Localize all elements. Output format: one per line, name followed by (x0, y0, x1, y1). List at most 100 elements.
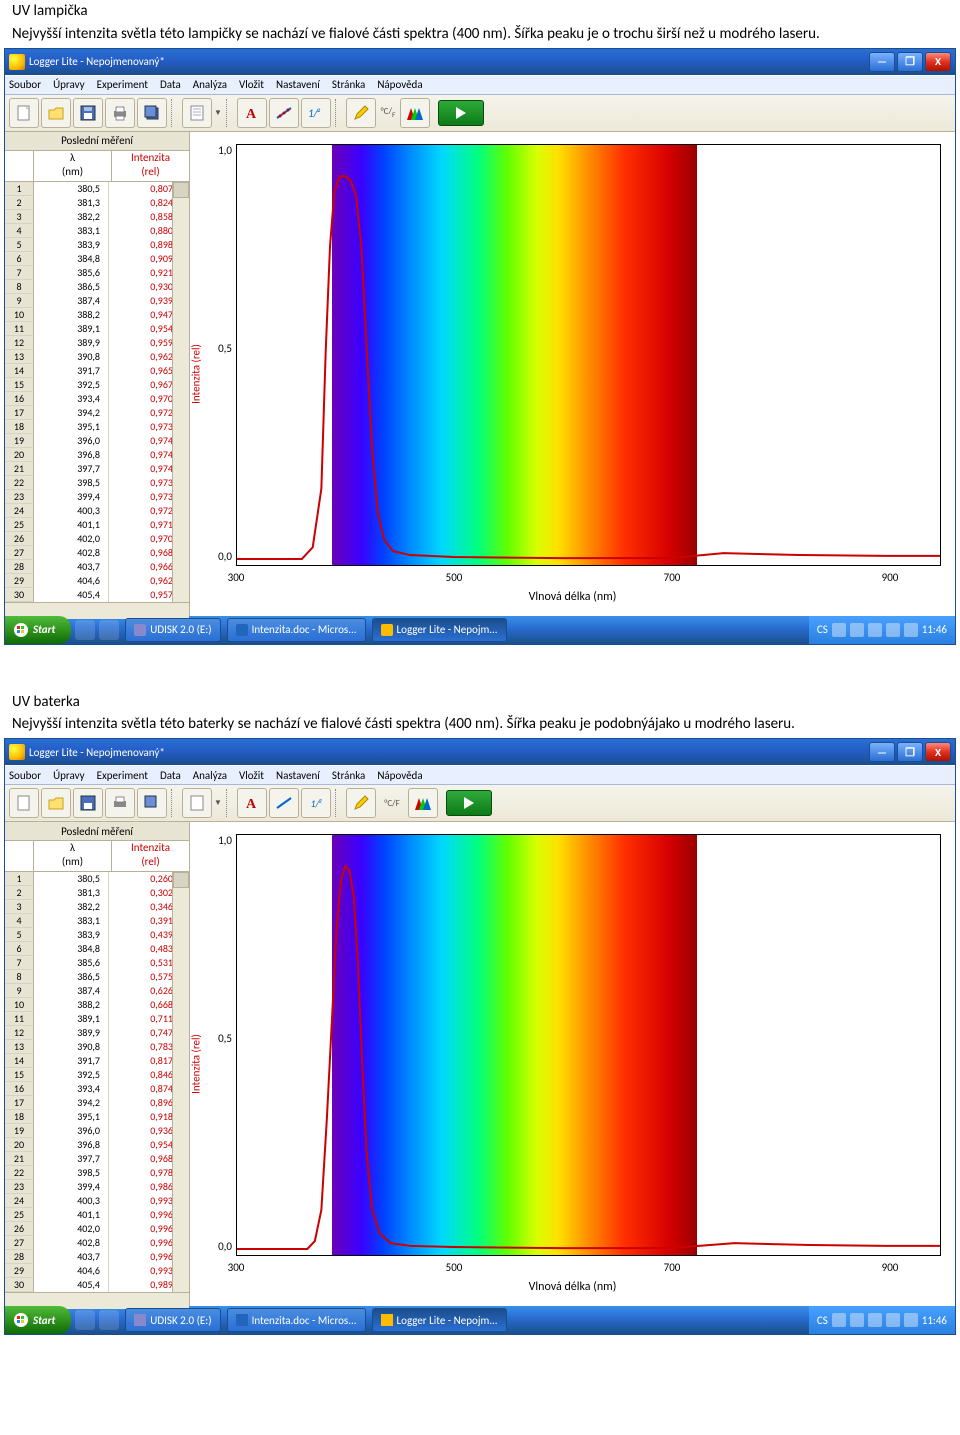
table-row: 7385,60,531 (5, 956, 189, 970)
lang-indicator[interactable]: CS (817, 623, 828, 636)
menu-upravy[interactable]: Úpravy (53, 78, 85, 91)
table-row: 3382,20,346 (5, 900, 189, 914)
table-row: 20396,80,954 (5, 1138, 189, 1152)
table-row: 3382,20,858 (5, 210, 189, 224)
task-item[interactable]: Intenzita.doc - Micros... (227, 618, 366, 642)
tray-icon[interactable] (868, 623, 882, 637)
table-row: 27402,80,968 (5, 546, 189, 560)
pencil-icon[interactable] (346, 788, 376, 818)
open-icon[interactable] (41, 788, 71, 818)
start-button[interactable]: Start (5, 1306, 71, 1334)
quick-launch-icon[interactable] (99, 620, 119, 640)
menu-nastaveni[interactable]: Nastavení (276, 78, 320, 91)
autoscale-icon[interactable]: A (237, 788, 267, 818)
table-row: 16393,40,970 (5, 392, 189, 406)
open-icon[interactable] (41, 98, 71, 128)
table-row: 17394,20,972 (5, 406, 189, 420)
maximize-button[interactable]: ❐ (897, 742, 923, 762)
table-row: 17394,20,896 (5, 1096, 189, 1110)
minimize-button[interactable]: — (869, 742, 895, 762)
table-row: 1380,50,807 (5, 182, 189, 196)
table-row: 26402,00,970 (5, 532, 189, 546)
table-header: λ(nm) Intenzita(rel) (5, 151, 189, 182)
autoscale-icon[interactable]: A (237, 98, 267, 128)
table-row: 18395,10,973 (5, 420, 189, 434)
section2-body: Nejvyšší intenzita světla této baterky s… (12, 715, 948, 734)
svg-text:1/²: 1/² (308, 107, 321, 120)
tray-icon[interactable] (886, 623, 900, 637)
table-row: 28403,70,966 (5, 560, 189, 574)
dropdown-icon[interactable]: ▼ (214, 99, 222, 127)
play-button[interactable] (438, 100, 484, 126)
minimize-button[interactable]: — (869, 52, 895, 72)
maximize-button[interactable]: ❐ (897, 52, 923, 72)
save-icon[interactable] (73, 98, 103, 128)
menu-stranka[interactable]: Stránka (332, 78, 365, 91)
play-button[interactable] (446, 790, 492, 816)
menubar: Soubor Úpravy Experiment Data Analýza Vl… (5, 75, 955, 95)
table-row: 4383,10,391 (5, 914, 189, 928)
section1-title: UV lampička (12, 2, 948, 21)
table-row: 23399,40,986 (5, 1180, 189, 1194)
menu-analyza[interactable]: Analýza (193, 78, 227, 91)
new-icon[interactable] (9, 98, 39, 128)
table-row: 18395,10,918 (5, 1110, 189, 1124)
toolbar: ▼ A 1/² °C/F (5, 95, 955, 132)
table-row: 16393,40,874 (5, 1082, 189, 1096)
task-item-active[interactable]: Logger Lite - Nepojm... (372, 618, 507, 642)
table-row: 15392,50,967 (5, 378, 189, 392)
spectrum-icon[interactable] (400, 98, 430, 128)
saveall-icon[interactable] (137, 788, 167, 818)
tray-icon[interactable] (850, 623, 864, 637)
curve-icon[interactable]: 1/² (301, 98, 331, 128)
close-button[interactable]: X (925, 742, 951, 762)
save-icon[interactable] (73, 788, 103, 818)
close-button[interactable]: X (925, 52, 951, 72)
fit-icon[interactable] (269, 98, 299, 128)
saveall-icon[interactable] (137, 98, 167, 128)
fit-icon[interactable] (269, 788, 299, 818)
y-axis-label: Intenzita (rel) (190, 344, 203, 404)
scrollbar[interactable] (172, 182, 189, 602)
table-title: Poslední měření (5, 132, 189, 151)
table-row: 25401,10,971 (5, 518, 189, 532)
pencil-icon[interactable] (346, 98, 376, 128)
menu-napoveda[interactable]: Nápověda (377, 78, 422, 91)
table-row: 22398,50,978 (5, 1166, 189, 1180)
table-row: 9387,40,939 (5, 294, 189, 308)
temp-icon[interactable]: °C/F (378, 789, 406, 817)
svg-text:A: A (246, 107, 257, 122)
task-item[interactable]: UDISK 2.0 (E:) (125, 618, 220, 642)
menu-soubor[interactable]: Soubor (9, 78, 41, 91)
table-row: 28403,70,996 (5, 1250, 189, 1264)
start-button[interactable]: Start (5, 616, 71, 644)
print-icon[interactable] (105, 98, 135, 128)
tray-icon[interactable] (904, 623, 918, 637)
table-row: 19396,00,936 (5, 1124, 189, 1138)
table-row: 2381,30,302 (5, 886, 189, 900)
section2-title: UV baterka (12, 693, 948, 712)
menu-experiment[interactable]: Experiment (97, 78, 148, 91)
table-row: 11389,10,711 (5, 1012, 189, 1026)
table-row: 1380,50,260 (5, 872, 189, 886)
table-row: 7385,60,921 (5, 266, 189, 280)
temp-icon[interactable]: °C/F (378, 99, 398, 127)
table-row: 26402,00,996 (5, 1222, 189, 1236)
table-row: 30405,40,989 (5, 1278, 189, 1292)
table-row: 14391,70,817 (5, 1054, 189, 1068)
table-row: 9387,40,626 (5, 984, 189, 998)
menu-data[interactable]: Data (160, 78, 181, 91)
page-icon[interactable] (182, 98, 212, 128)
scrollbar[interactable] (172, 872, 189, 1292)
spectrum-icon[interactable] (408, 788, 438, 818)
table-row: 21397,70,968 (5, 1152, 189, 1166)
menu-vlozit[interactable]: Vložit (239, 78, 264, 91)
quick-launch-icon[interactable] (75, 620, 95, 640)
print-icon[interactable] (105, 788, 135, 818)
tray-icon[interactable] (832, 623, 846, 637)
page-icon[interactable] (182, 788, 212, 818)
curve-icon[interactable]: 1/² (301, 788, 331, 818)
new-icon[interactable] (9, 788, 39, 818)
intensity-curve (237, 835, 940, 1257)
table-row: 5383,90,898 (5, 238, 189, 252)
